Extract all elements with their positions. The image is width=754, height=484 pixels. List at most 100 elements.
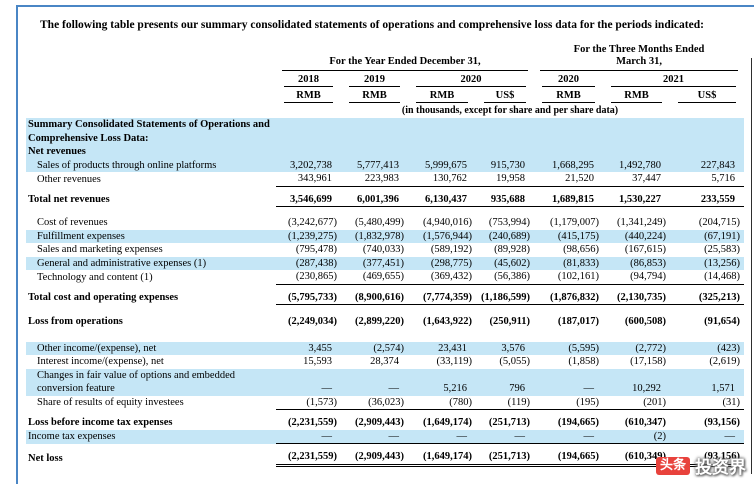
table-row: Other revenues 343,961 223,983 130,762 19,95… (26, 172, 745, 187)
currency-label: RMB (611, 89, 663, 103)
value-cell: (2,130,735) (603, 290, 671, 305)
value-cell: 21,520 (534, 172, 604, 187)
column-year-2019: 2019 (349, 73, 400, 87)
table-row: Sales of products through online platfor… (26, 158, 745, 172)
table-row: Income tax expenses — — — — — (2) — (26, 429, 745, 444)
value-cell: 6,130,437 (408, 192, 476, 207)
value-cell: — (276, 368, 341, 396)
table-row: Cost of revenues (3,242,677) (5,480,499) (4… (26, 216, 744, 230)
value-cell: (589,192) (430, 244, 472, 255)
column-quarter-2020: 2020 (542, 73, 596, 87)
value-cell: (1,649,174) (408, 450, 476, 467)
currency-label: RMB (542, 89, 596, 103)
value-cell: (7,774,359) (408, 290, 476, 305)
value-cell: 915,730 (476, 158, 535, 172)
value-cell: (187,017) (557, 316, 600, 327)
watermark-site-name: 投资界 (695, 458, 746, 478)
value-cell: (740,033) (362, 244, 404, 255)
table-row: Other income/(expense), net 3,455 (2,574) 2… (26, 341, 745, 355)
row-label: Loss before income tax expenses (28, 417, 173, 428)
currency-label: US$ (678, 89, 737, 103)
value-cell: (13,256) (670, 256, 745, 270)
value-cell: 1,492,780 (603, 158, 671, 172)
value-cell: (2,249,034) (288, 316, 337, 327)
spacer-row (26, 328, 745, 342)
value-cell: (33,119) (436, 356, 472, 367)
value-cell: — (276, 429, 341, 444)
value-cell: (5,595) (534, 341, 604, 355)
spacer-row (26, 304, 745, 315)
year-period-group-label: For the Year Ended December 31, (282, 56, 529, 71)
value-cell: 23,431 (408, 341, 476, 355)
year-period-group: For the Year Ended December 31, (276, 44, 534, 71)
value-cell: (251,713) (488, 417, 531, 428)
value-cell: — (476, 429, 535, 444)
table-row: Loss from operations (2,249,034) (2,899,22… (26, 315, 744, 329)
value-cell: 796 (476, 368, 535, 396)
value-cell: 233,559 (670, 192, 745, 207)
value-cell: 5,216 (408, 368, 476, 396)
value-cell: (230,865) (276, 270, 341, 285)
currency-label: RMB (349, 89, 400, 103)
quarter-period-group: For the Three Months Ended March 31, (534, 44, 744, 71)
value-cell: (415,175) (534, 229, 604, 243)
value-cell: 343,961 (276, 172, 341, 187)
spacer-row (26, 284, 745, 291)
value-cell: (369,432) (408, 270, 476, 285)
currency-label: US$ (484, 89, 527, 103)
value-cell: (1,186,599) (476, 290, 535, 305)
row-label: Net revenues (26, 145, 745, 159)
value-cell: (753,994) (488, 217, 531, 228)
units-note-row: (in thousands, except for share and per … (26, 103, 744, 118)
value-cell: (91,654) (704, 316, 741, 327)
row-label: Summary Consolidated Statements of Opera… (26, 118, 745, 145)
value-cell: (1,649,174) (423, 417, 472, 428)
value-cell: 10,292 (603, 368, 671, 396)
row-label: Sales of products through online platfor… (26, 158, 276, 172)
value-cell: (325,213) (670, 290, 745, 305)
value-cell: (2,619) (709, 356, 741, 367)
value-cell: (45,602) (476, 256, 535, 270)
spacer-row (26, 443, 745, 450)
value-cell: (195) (534, 395, 604, 410)
value-cell: (5,055) (499, 356, 531, 367)
table-row: Total cost and operating expenses (5,795,… (26, 290, 745, 305)
value-cell: 1,571 (670, 368, 745, 396)
value-cell: (1,341,249) (617, 217, 667, 228)
value-cell: 935,688 (476, 192, 535, 207)
table-row: Technology and content (1) (230,865) (469,… (26, 270, 745, 285)
value-cell: — (408, 429, 476, 444)
value-cell: 3,576 (476, 341, 535, 355)
currency-label: RMB (284, 89, 333, 103)
left-accent-line (16, 5, 18, 484)
value-cell: — (341, 368, 408, 396)
value-cell: (194,665) (557, 417, 600, 428)
row-label: Total cost and operating expenses (28, 292, 179, 303)
value-cell: (2,899,220) (355, 316, 404, 327)
top-accent-line (16, 5, 754, 7)
value-cell: 15,593 (303, 356, 332, 367)
value-cell: 5,999,675 (408, 158, 476, 172)
row-label: Cost of revenues (37, 217, 108, 228)
spacer-row (26, 409, 745, 416)
value-cell: (1,573) (276, 395, 341, 410)
spacer-row (26, 206, 745, 216)
row-label: Other income/(expense), net (26, 341, 276, 355)
value-cell: (86,853) (603, 256, 671, 270)
value-cell: 1,530,227 (603, 192, 671, 207)
value-cell: (2,909,443) (355, 417, 404, 428)
value-cell: (2,231,559) (288, 417, 337, 428)
value-cell: (14,468) (670, 270, 745, 285)
value-cell: (298,775) (408, 256, 476, 270)
value-cell: (2,772) (603, 341, 671, 355)
value-cell: 28,374 (370, 356, 399, 367)
value-cell: 3,202,738 (276, 158, 341, 172)
table-row: Sales and marketing expenses (795,478) (74… (26, 243, 744, 257)
table-row: Changes in fair value of options and emb… (26, 368, 745, 396)
value-cell: (67,191) (670, 229, 745, 243)
table-row: Summary Consolidated Statements of Opera… (26, 118, 745, 145)
value-cell: (440,224) (603, 229, 671, 243)
row-label: Share of results of equity investees (37, 397, 184, 408)
value-cell: (1,576,944) (408, 229, 476, 243)
row-label: Sales and marketing expenses (37, 244, 163, 255)
